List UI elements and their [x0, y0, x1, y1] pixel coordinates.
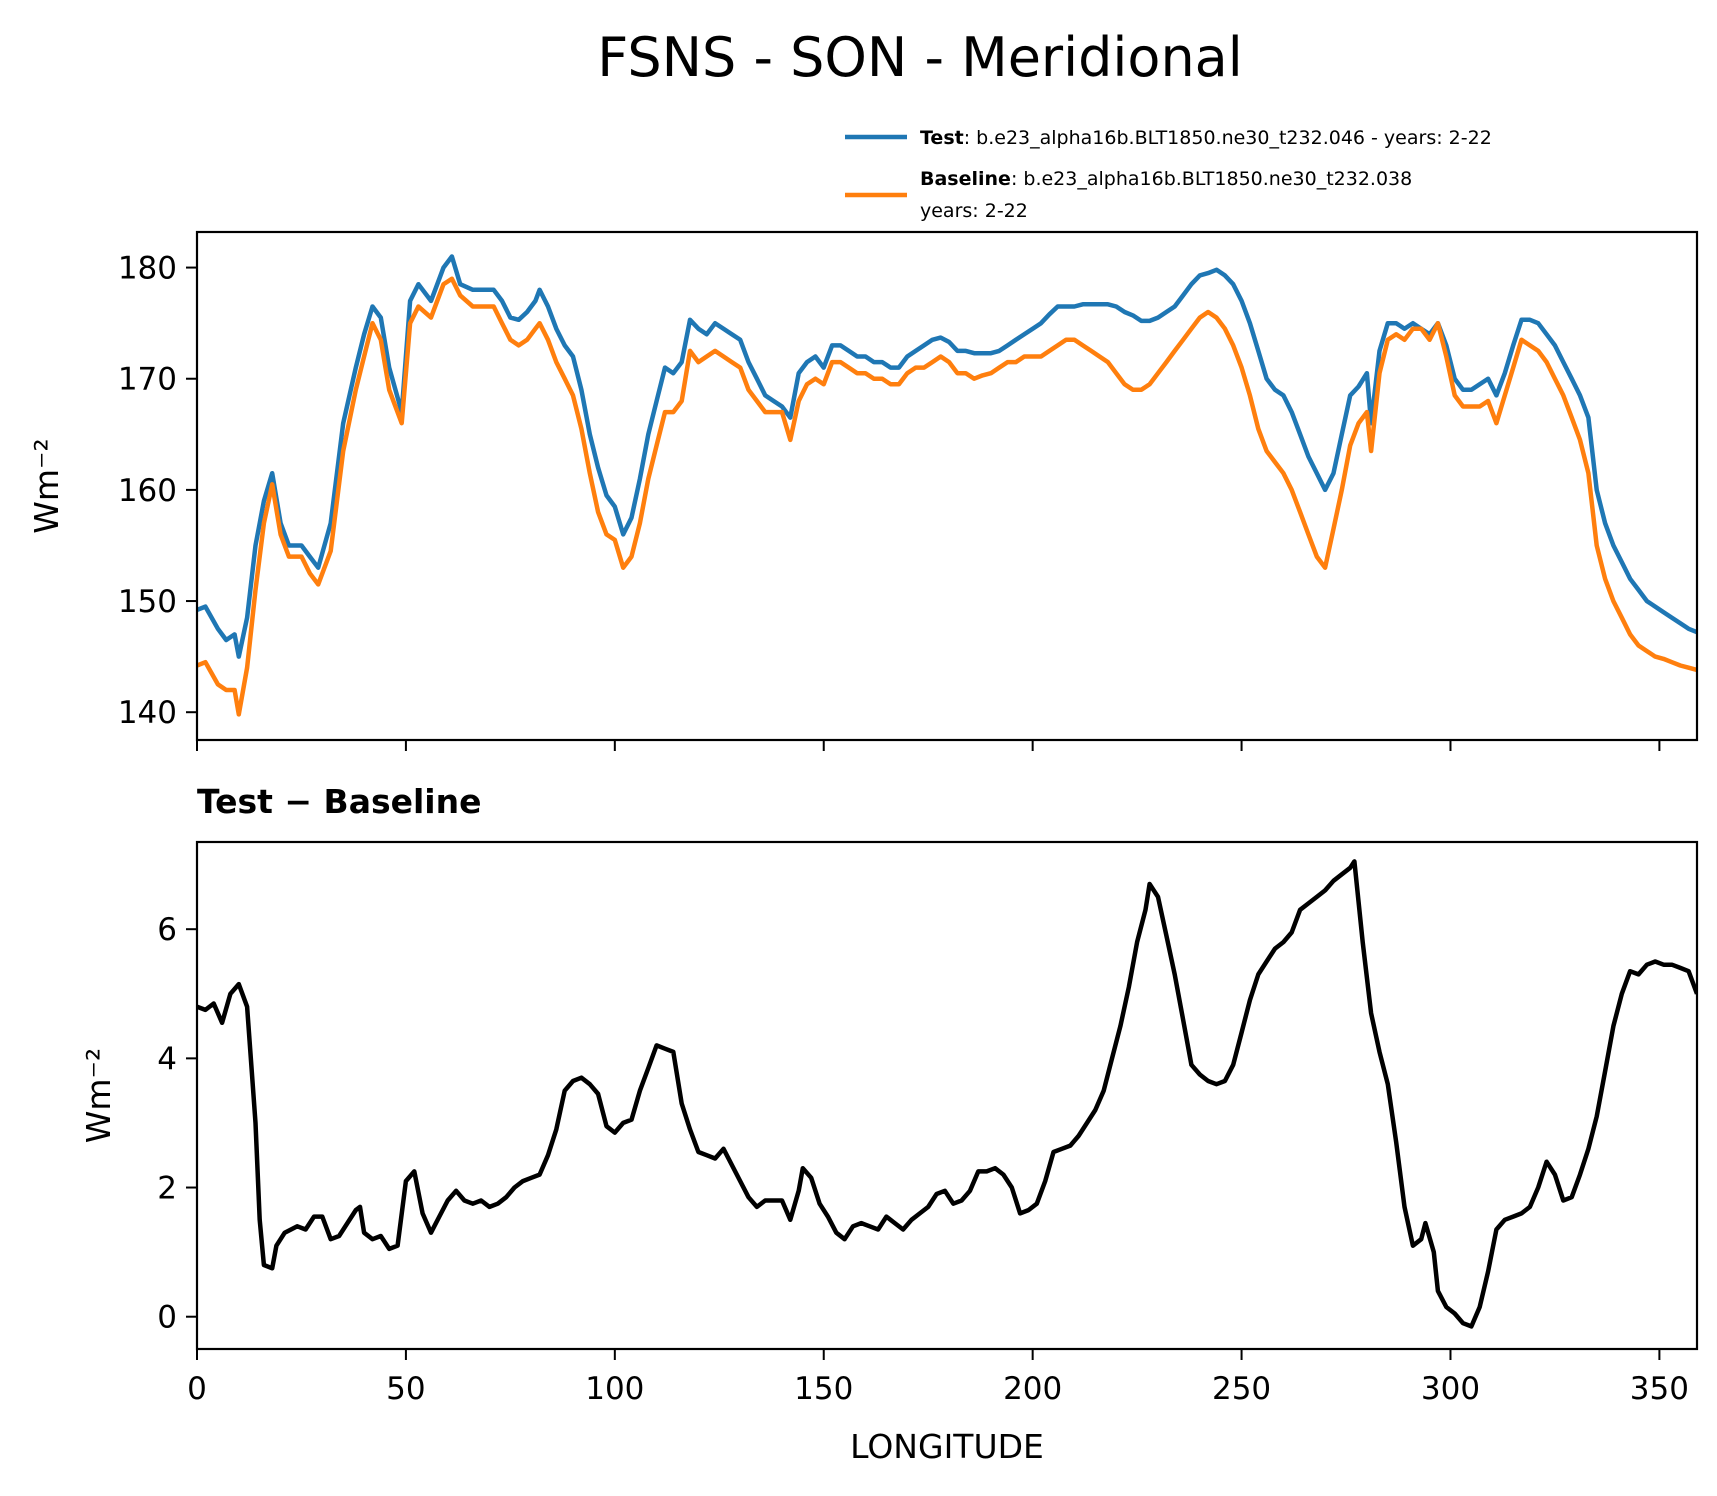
top-series-test-line: [197, 254, 1697, 659]
bottom-ytick-label: 6: [157, 912, 177, 948]
top-ylabel: Wm⁻²: [27, 438, 66, 533]
bottom-series-difference-line: [197, 859, 1697, 1329]
bottom-xtick-label: 150: [794, 1371, 853, 1407]
top-ytick-label: 170: [118, 362, 177, 398]
top-panel: 140 150 160 170 180 Wm⁻²: [27, 230, 1699, 751]
bottom-ylabel: Wm⁻²: [79, 1048, 118, 1143]
figure-title: FSNS - SON - Meridional: [597, 26, 1243, 89]
bottom-xlabel: LONGITUDE: [850, 1427, 1044, 1466]
bottom-panel-title: Test − Baseline: [197, 782, 482, 821]
bottom-xtick-label: 50: [386, 1371, 425, 1407]
bottom-plot-frame: [195, 840, 1699, 1351]
legend: Test: b.e23_alpha16b.BLT1850.ne30_t232.0…: [845, 127, 1492, 222]
legend-test-name: Test: [920, 127, 964, 149]
bottom-ytick-label: 4: [157, 1041, 177, 1077]
bottom-ytick-label: 0: [157, 1300, 177, 1336]
bottom-xtick-label: 300: [1421, 1371, 1480, 1407]
legend-baseline-name: Baseline: [920, 168, 1011, 190]
bottom-xtick-label: 200: [1003, 1371, 1062, 1407]
bottom-ytick-label: 2: [157, 1171, 177, 1207]
top-plot-frame: [195, 230, 1699, 742]
top-ytick-label: 160: [118, 473, 177, 509]
top-ytick-label: 150: [118, 584, 177, 620]
bottom-xtick-label: 250: [1212, 1371, 1271, 1407]
top-series-baseline-line: [197, 276, 1697, 717]
top-ytick-label: 140: [118, 695, 177, 731]
bottom-xtick-label: 0: [187, 1371, 207, 1407]
legend-baseline-label: Baseline: b.e23_alpha16b.BLT1850.ne30_t2…: [920, 168, 1412, 190]
bottom-xtick-label: 350: [1630, 1371, 1689, 1407]
bottom-xtick-label: 100: [585, 1371, 644, 1407]
legend-baseline-desc: : b.e23_alpha16b.BLT1850.ne30_t232.038: [1011, 168, 1412, 190]
legend-baseline-years: years: 2-22: [920, 200, 1028, 222]
legend-test-desc: : b.e23_alpha16b.BLT1850.ne30_t232.046 -…: [964, 127, 1492, 149]
legend-test-label: Test: b.e23_alpha16b.BLT1850.ne30_t232.0…: [920, 127, 1492, 149]
top-ytick-label: 180: [118, 251, 177, 287]
bottom-panel: Test − Baseline 0 2 4 6 0 50 100 150 200 250 300 35…: [79, 782, 1699, 1466]
